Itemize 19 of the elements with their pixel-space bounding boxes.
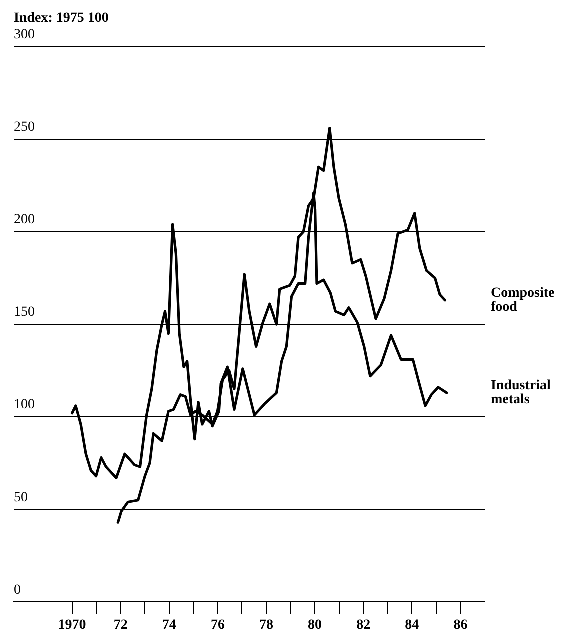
y-tick-label: 300 — [14, 27, 35, 42]
x-tick-label: 84 — [405, 618, 420, 634]
y-tick-label: 50 — [14, 490, 28, 506]
y-tick-label: 0 — [14, 582, 21, 598]
x-tick-label: 72 — [114, 618, 128, 634]
y-tick-label: 100 — [14, 398, 35, 413]
y-tick-label: 250 — [14, 120, 35, 136]
y-axis-title: Index: 1975 100 — [14, 11, 109, 26]
y-tick-label: 150 — [14, 305, 35, 320]
x-tick-label: 80 — [308, 618, 322, 634]
y-tick-label: 200 — [14, 212, 35, 228]
x-tick-label: 1970 — [58, 618, 86, 634]
x-tick-label: 82 — [356, 618, 371, 634]
text: Composite food — [491, 286, 555, 316]
x-tick-label: 86 — [454, 618, 468, 634]
x-tick-label: 74 — [162, 618, 176, 634]
x-tick-label: 78 — [259, 618, 274, 634]
x-tick-label: 76 — [210, 618, 225, 634]
text: Industrial metals — [491, 378, 552, 408]
